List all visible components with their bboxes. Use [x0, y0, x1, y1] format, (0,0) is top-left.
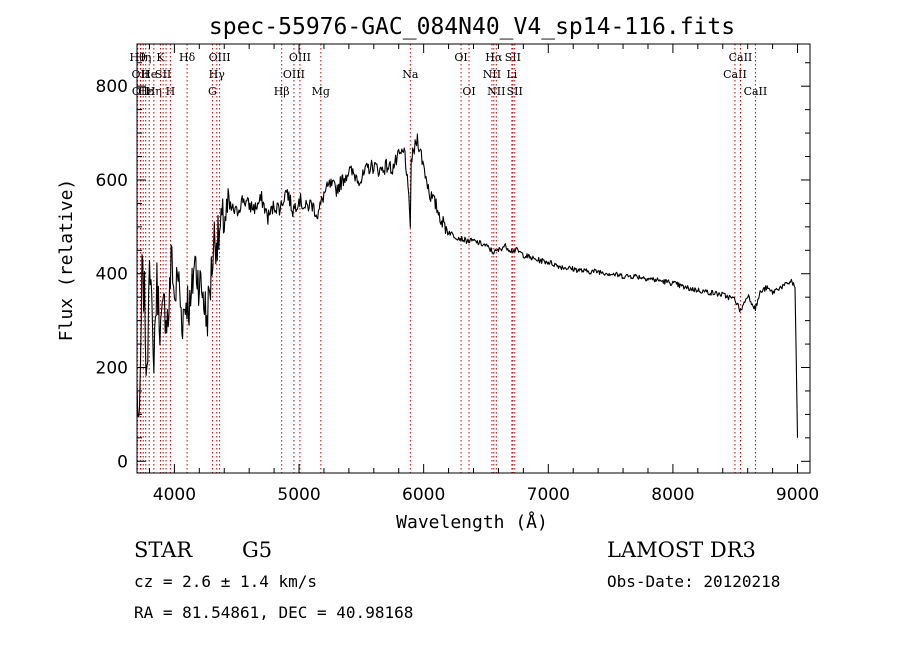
object-class: STAR [134, 538, 193, 562]
x-tick-label: 5000 [277, 485, 320, 505]
plot-frame [136, 43, 811, 474]
line-marker-label: Hδ [179, 51, 196, 64]
y-axis-label: Flux (relative) [56, 179, 77, 342]
chart-title: spec-55976-GAC_084N40_V4_sp14-116.fits [209, 14, 735, 40]
line-markers-group: HθOIIOIIHηHεHeHηKSIIHHδGHγOIIIHβOIIIOIII… [130, 44, 768, 473]
line-marker-label: Hγ [209, 68, 226, 81]
x-tick-label: 7000 [527, 485, 570, 505]
line-marker-label: NII [487, 85, 505, 98]
y-tick-label: 800 [96, 77, 128, 97]
observation-date: Obs-Date: 20120218 [607, 572, 781, 591]
line-marker-label: NII [483, 68, 501, 81]
x-axis-ticks: 4000 5000 6000 7000 8000 9000 [148, 44, 819, 505]
coordinates-readout: RA = 81.54861, DEC = 40.98168 [134, 603, 414, 622]
line-marker-label: CaII [723, 68, 747, 81]
line-marker-label: OIII [289, 51, 311, 64]
line-marker-label: Hα [485, 51, 503, 64]
line-marker-label: K [156, 51, 165, 64]
y-tick-label: 0 [117, 452, 128, 472]
object-subclass: G5 [242, 538, 273, 562]
line-marker-label: CaII [729, 51, 753, 64]
y-tick-label: 600 [96, 171, 128, 191]
line-marker-label: OII [132, 68, 150, 81]
x-tick-label: 8000 [651, 485, 694, 505]
spectrum-series-line [136, 133, 799, 438]
line-marker-label: He [141, 68, 157, 81]
line-marker-label: OIII [209, 51, 231, 64]
line-marker-label: OII [132, 85, 150, 98]
line-marker-label: Mg [312, 85, 330, 98]
x-axis-label: Wavelength (Å) [396, 511, 548, 533]
line-marker-label: OI [454, 51, 467, 64]
redshift-readout: cz = 2.6 ± 1.4 km/s [134, 572, 318, 591]
x-tick-label: 6000 [402, 485, 445, 505]
y-tick-label: 400 [96, 265, 128, 285]
line-marker-label: Na [402, 68, 419, 81]
line-marker-label: Hη [146, 85, 162, 98]
line-marker-label: OIII [283, 68, 305, 81]
line-marker-label: G [208, 85, 217, 98]
line-marker-label: SII [507, 85, 523, 98]
line-marker-label: Li [506, 68, 517, 81]
survey-name: LAMOST DR3 [607, 538, 756, 562]
y-tick-label: 200 [96, 359, 128, 379]
line-marker-label: SII [505, 51, 521, 64]
x-tick-label: 4000 [153, 485, 196, 505]
line-marker-label: SII [155, 68, 171, 81]
y-axis-ticks: 0 200 400 600 800 [96, 62, 810, 472]
line-marker-label: Hε [138, 85, 154, 98]
line-marker-label: Hθ [130, 51, 147, 64]
x-tick-label: 9000 [776, 485, 819, 505]
line-marker-label: Hβ [274, 85, 290, 98]
line-marker-label: H [166, 85, 176, 98]
line-marker-label: Hη [135, 51, 151, 64]
line-marker-label: OI [462, 85, 475, 98]
line-marker-label: CaII [744, 85, 768, 98]
